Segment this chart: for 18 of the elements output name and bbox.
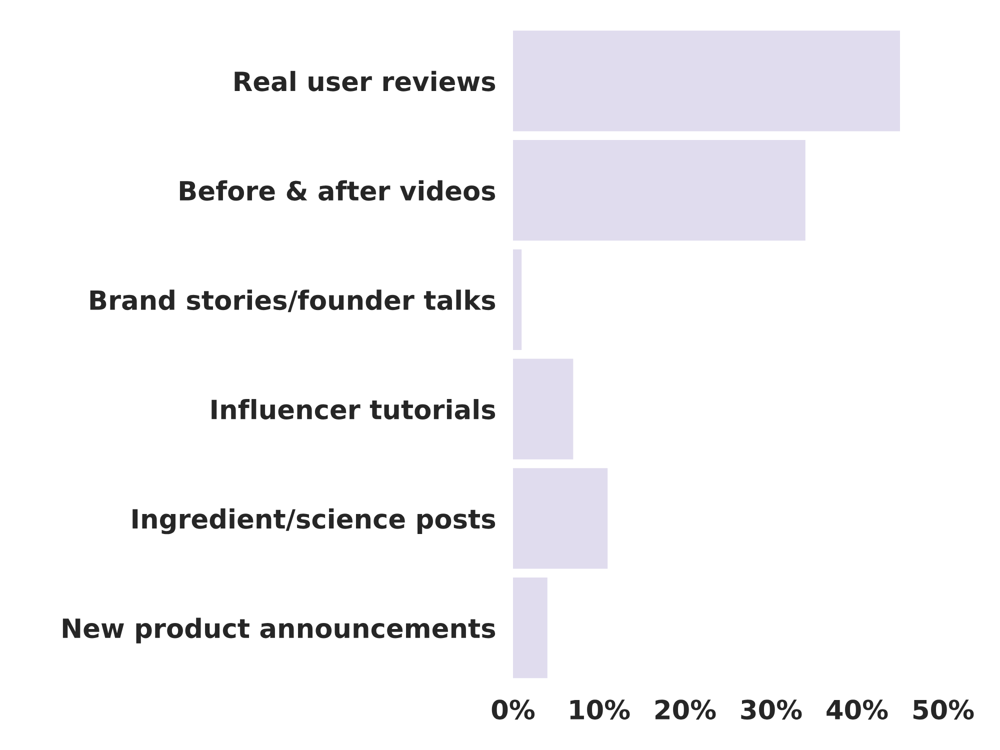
bar xyxy=(513,358,574,460)
y-tick-label: New product announcements xyxy=(62,618,496,644)
x-tick-label: 0% xyxy=(492,700,535,720)
y-tick-label: Brand stories/founder talks xyxy=(90,290,496,312)
x-tick-label: 50% xyxy=(913,700,974,720)
bar xyxy=(513,140,806,241)
y-tick-label: Ingredient/science posts xyxy=(132,508,496,534)
y-tick-label: Influencer tutorials xyxy=(212,399,496,420)
bar xyxy=(513,249,522,350)
bar xyxy=(513,578,548,678)
bar xyxy=(513,468,608,569)
x-tick-label: 20% xyxy=(656,700,716,720)
x-tick-label: 40% xyxy=(826,700,888,720)
x-tick-label: 30% xyxy=(741,700,802,720)
x-tick-label: 10% xyxy=(570,700,630,720)
bar xyxy=(513,30,900,132)
y-tick-label: Before & after videos xyxy=(180,180,496,201)
y-tick-label: Real user reviews xyxy=(234,70,496,92)
